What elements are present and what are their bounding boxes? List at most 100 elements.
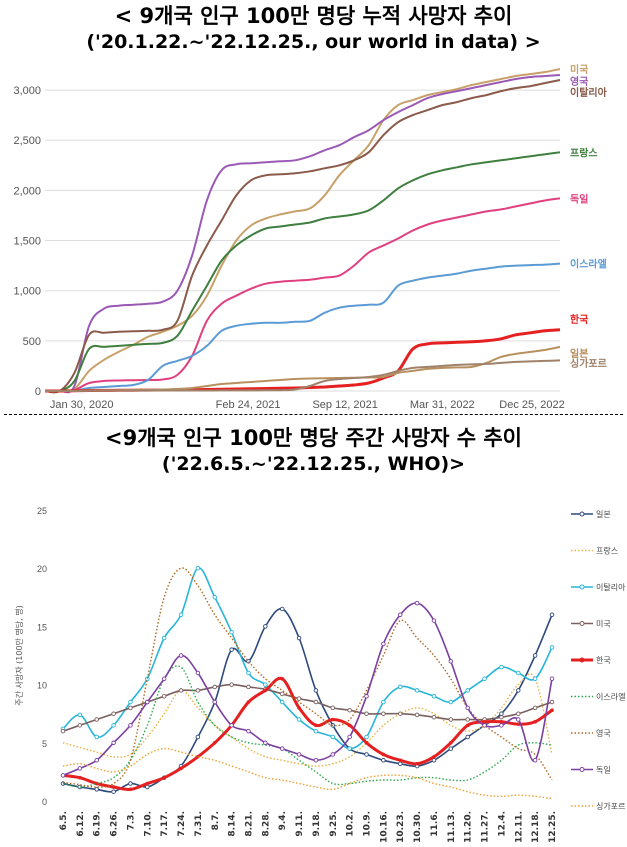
data-point: [94, 734, 99, 740]
data-point: [397, 684, 403, 690]
data-point: [297, 706, 301, 710]
series-line-0: [44, 68, 561, 393]
data-point: [465, 723, 470, 728]
data-point: [195, 670, 201, 676]
data-point: [77, 766, 83, 771]
data-point: [195, 688, 201, 693]
data-point: [347, 723, 352, 728]
data-point: [229, 629, 234, 635]
series-line-6: [45, 328, 561, 393]
data-point: [162, 775, 166, 780]
y-tick-label: 10: [37, 681, 47, 691]
data-point: [279, 746, 285, 751]
data-point: [347, 734, 352, 740]
x-tick-label: 7.31.: [194, 811, 204, 837]
data-point: [448, 746, 454, 751]
data-point: [128, 723, 133, 728]
x-tick-label: 8.21.: [244, 811, 254, 837]
data-point: [414, 600, 420, 606]
section-divider: [4, 414, 623, 415]
data-point: [482, 676, 487, 682]
x-tick-label: Sep 12, 2021: [312, 399, 377, 411]
data-point: [431, 693, 437, 699]
data-point: [330, 734, 336, 740]
x-tick-label: 9.25.: [329, 811, 339, 837]
data-point: [77, 712, 83, 718]
x-tick-label: 7.3.: [126, 811, 136, 830]
data-point: [212, 699, 218, 705]
x-tick-label: 11.20.: [464, 811, 474, 843]
data-point: [279, 606, 285, 612]
x-tick-label: 9.4.: [278, 811, 288, 830]
data-point: [482, 720, 487, 724]
x-tick-label: 7.17.: [160, 811, 170, 837]
data-point: [448, 717, 454, 722]
data-point: [330, 717, 335, 722]
data-point: [229, 647, 234, 652]
data-point: [279, 699, 285, 705]
data-point: [397, 711, 403, 716]
y-tick-label: 3,000: [13, 85, 41, 97]
x-tick-label: 10.9.: [363, 811, 373, 837]
data-point: [178, 612, 184, 618]
x-tick-label: 10.16.: [379, 811, 389, 843]
data-point: [431, 618, 437, 623]
data-point: [432, 754, 436, 759]
data-point: [516, 717, 521, 722]
y-tick-label: 2,500: [13, 135, 41, 147]
data-point: [397, 612, 403, 618]
data-point: [195, 565, 201, 571]
y-tick-label: 2,000: [13, 185, 41, 197]
data-point: [279, 691, 285, 697]
legend-label-3: 프랑스: [570, 147, 598, 159]
data-point: [128, 705, 133, 711]
legend-label-3: 미국: [596, 620, 611, 629]
data-point: [179, 766, 183, 771]
data-point: [212, 684, 218, 690]
data-point: [128, 781, 133, 786]
y-tick-label: 20: [37, 564, 47, 574]
y-tick-label: 0: [35, 386, 41, 398]
series-line-3: [44, 151, 561, 393]
x-tick-label: Jan 30, 2020: [50, 399, 114, 411]
data-point: [263, 682, 268, 687]
data-point: [296, 752, 302, 757]
data-point: [549, 676, 555, 682]
y-tick-label: 25: [37, 506, 47, 516]
x-tick-label: 12.4.: [497, 811, 507, 837]
y-tick-label: 5: [42, 739, 47, 749]
data-point: [381, 699, 386, 705]
data-point: [60, 728, 66, 734]
x-tick-label: Feb 24, 2021: [216, 399, 281, 411]
data-point: [364, 752, 369, 757]
data-point: [347, 746, 352, 751]
data-point: [465, 705, 470, 711]
y-tick-label: 1,000: [13, 286, 41, 298]
data-point: [381, 758, 386, 763]
x-tick-label: 9.18.: [312, 811, 322, 837]
data-point: [414, 688, 420, 693]
legend-label-1: 프랑스: [596, 546, 618, 556]
data-point: [296, 696, 302, 701]
legend-marker: [579, 767, 585, 772]
data-point: [532, 653, 538, 658]
data-point: [414, 712, 420, 718]
data-point: [145, 781, 150, 786]
data-point: [280, 676, 285, 681]
data-point: [212, 595, 218, 600]
data-point: [381, 711, 386, 716]
legend-label-4: 한국: [596, 656, 611, 665]
data-point: [246, 684, 251, 690]
data-point: [330, 752, 336, 757]
legend-label-5: 이스라엘: [596, 692, 625, 702]
data-point: [381, 641, 386, 647]
x-tick-label: 7.10.: [143, 811, 153, 837]
data-point: [549, 645, 555, 650]
data-point: [178, 653, 184, 658]
data-point: [397, 761, 403, 767]
legend-label-7: 독일: [596, 766, 611, 775]
x-tick-label: 6.12.: [76, 811, 86, 837]
x-tick-label: 8.14.: [228, 811, 238, 837]
y-tick-label: 0: [42, 797, 47, 807]
data-point: [229, 682, 234, 687]
